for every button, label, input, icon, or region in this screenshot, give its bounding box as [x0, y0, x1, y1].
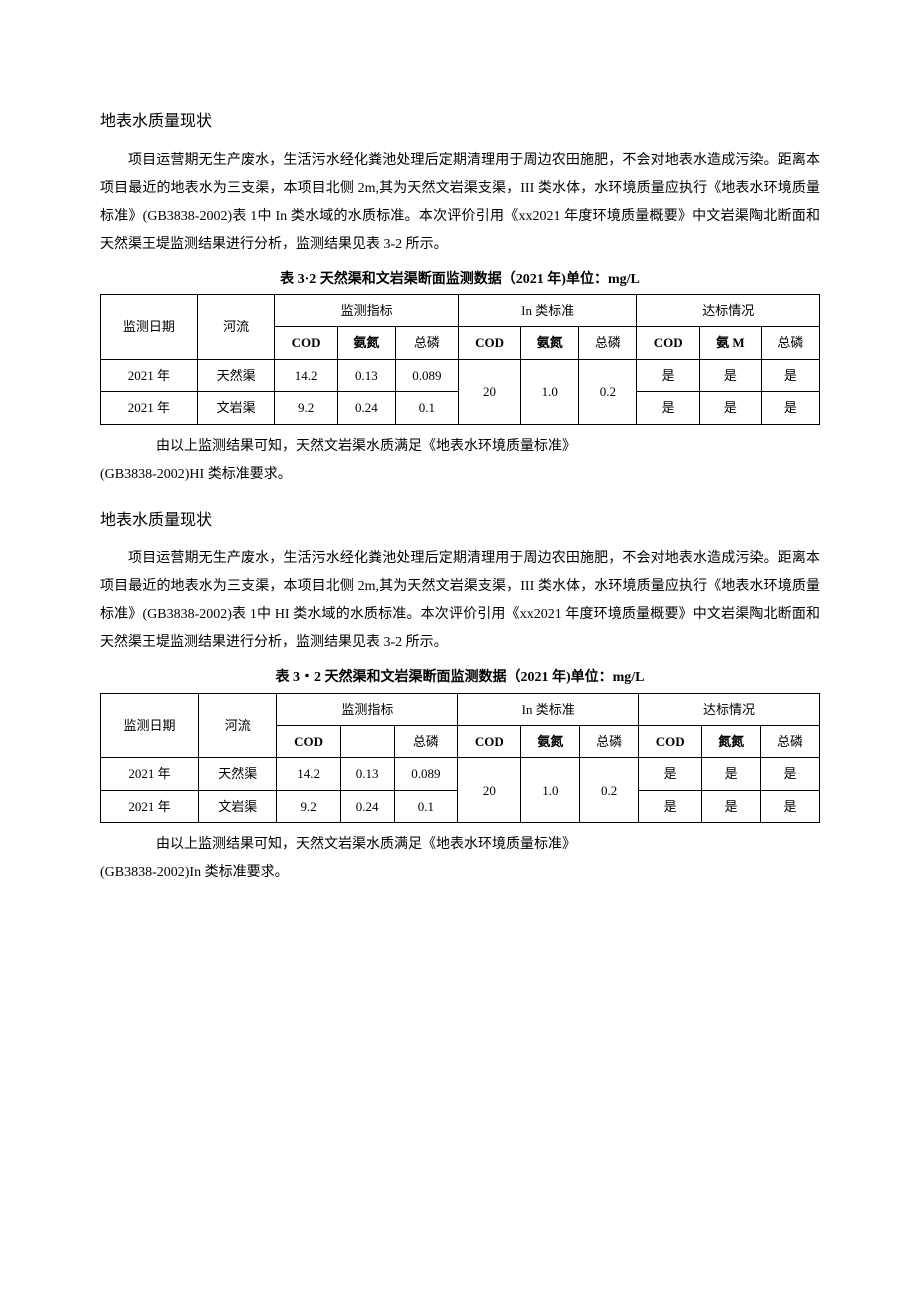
table2-h2-g1c3: 总磷	[394, 725, 458, 757]
table1-h-group1: 监测指标	[275, 294, 458, 326]
cell-std-nh: 1.0	[521, 359, 579, 424]
table2-h2-g3c2: 氮氮	[702, 725, 761, 757]
section2-paragraph: 项目运营期无生产废水，生活污水经化粪池处理后定期清理用于周边农田施肥，不会对地表…	[100, 545, 820, 657]
table1-h2-g3c1: COD	[637, 327, 699, 359]
table1-h2-g1c2: 氨氮	[337, 327, 395, 359]
table-row: 2021 年 天然渠 14.2 0.13 0.089 20 1.0 0.2 是 …	[101, 758, 820, 790]
cell-c2: 是	[699, 392, 761, 424]
table2-h-date: 监测日期	[101, 693, 199, 758]
cell-c2: 是	[699, 359, 761, 391]
cell-c2: 是	[702, 758, 761, 790]
cell-std-tp: 0.2	[580, 758, 639, 823]
cell-mnh: 0.13	[337, 359, 395, 391]
cell-std-tp: 0.2	[579, 359, 637, 424]
cell-date: 2021 年	[101, 392, 198, 424]
cell-c2: 是	[702, 790, 761, 822]
cell-std-cod: 20	[458, 359, 520, 424]
table1: 监测日期 河流 监测指标 In 类标准 达标情况 COD 氨氮 总磷 COD 氨…	[100, 294, 820, 425]
table1-header-row1: 监测日期 河流 监测指标 In 类标准 达标情况	[101, 294, 820, 326]
table2-header-row1: 监测日期 河流 监测指标 In 类标准 达标情况	[101, 693, 820, 725]
cell-river: 天然渠	[197, 359, 275, 391]
table1-h2-g1c1: COD	[275, 327, 337, 359]
section1-after1: 由以上监测结果可知，天然文岩渠水质满足《地表水环境质量标准》	[100, 433, 820, 461]
cell-c1: 是	[639, 758, 702, 790]
cell-mcod: 9.2	[275, 392, 337, 424]
table2-h2-g3c1: COD	[639, 725, 702, 757]
table1-h-group2: In 类标准	[458, 294, 637, 326]
table2-h-group2: In 类标准	[458, 693, 639, 725]
cell-mcod: 9.2	[277, 790, 340, 822]
table2-caption: 表 3・2 天然渠和文岩渠断面监测数据（2021 年)单位：mg/L	[100, 665, 820, 690]
section2-after2: (GB3838-2002)In 类标准要求。	[100, 859, 820, 887]
table1-h2-g1c3: 总磷	[395, 327, 458, 359]
cell-c3: 是	[761, 392, 819, 424]
cell-date: 2021 年	[101, 790, 199, 822]
table2-h2-g1c1: COD	[277, 725, 340, 757]
cell-mtp: 0.1	[394, 790, 458, 822]
cell-c3: 是	[761, 359, 819, 391]
table1-h-river: 河流	[197, 294, 275, 359]
cell-river: 天然渠	[199, 758, 277, 790]
cell-mtp: 0.1	[395, 392, 458, 424]
cell-c1: 是	[639, 790, 702, 822]
section1-title: 地表水质量现状	[100, 108, 820, 137]
table2-h2-g1c2	[340, 725, 394, 757]
table2-h2-g2c1: COD	[458, 725, 521, 757]
table2-h-group3: 达标情况	[639, 693, 820, 725]
section2-after1: 由以上监测结果可知，天然文岩渠水质满足《地表水环境质量标准》	[100, 831, 820, 859]
table2-h2-g2c2: 氨氮	[521, 725, 580, 757]
table1-caption: 表 3·2 天然渠和文岩渠断面监测数据（2021 年)单位：mg/L	[100, 267, 820, 292]
table1-h-date: 监测日期	[101, 294, 198, 359]
cell-mcod: 14.2	[277, 758, 340, 790]
table1-h-group3: 达标情况	[637, 294, 820, 326]
cell-c3: 是	[761, 790, 820, 822]
cell-date: 2021 年	[101, 359, 198, 391]
cell-mcod: 14.2	[275, 359, 337, 391]
cell-c1: 是	[637, 392, 699, 424]
cell-river: 文岩渠	[197, 392, 275, 424]
cell-c1: 是	[637, 359, 699, 391]
cell-std-cod: 20	[458, 758, 521, 823]
cell-std-nh: 1.0	[521, 758, 580, 823]
cell-mtp: 0.089	[394, 758, 458, 790]
table1-h2-g2c2: 氨氮	[521, 327, 579, 359]
table1-h2-g3c3: 总磷	[761, 327, 819, 359]
cell-date: 2021 年	[101, 758, 199, 790]
section1-paragraph: 项目运营期无生产废水，生活污水经化粪池处理后定期清理用于周边农田施肥，不会对地表…	[100, 147, 820, 259]
cell-mnh: 0.13	[340, 758, 394, 790]
table2: 监测日期 河流 监测指标 In 类标准 达标情况 COD 总磷 COD 氨氮 总…	[100, 693, 820, 824]
cell-mtp: 0.089	[395, 359, 458, 391]
table2-h-group1: 监测指标	[277, 693, 458, 725]
table1-h2-g2c1: COD	[458, 327, 520, 359]
table1-h2-g3c2: 氨 M	[699, 327, 761, 359]
table-row: 2021 年 天然渠 14.2 0.13 0.089 20 1.0 0.2 是 …	[101, 359, 820, 391]
table2-h2-g3c3: 总磷	[761, 725, 820, 757]
cell-mnh: 0.24	[340, 790, 394, 822]
table1-h2-g2c3: 总磷	[579, 327, 637, 359]
cell-c3: 是	[761, 758, 820, 790]
section1-after2: (GB3838-2002)HI 类标准要求。	[100, 461, 820, 489]
table2-h2-g2c3: 总磷	[580, 725, 639, 757]
cell-mnh: 0.24	[337, 392, 395, 424]
table2-h-river: 河流	[199, 693, 277, 758]
section2-title: 地表水质量现状	[100, 507, 820, 536]
cell-river: 文岩渠	[199, 790, 277, 822]
